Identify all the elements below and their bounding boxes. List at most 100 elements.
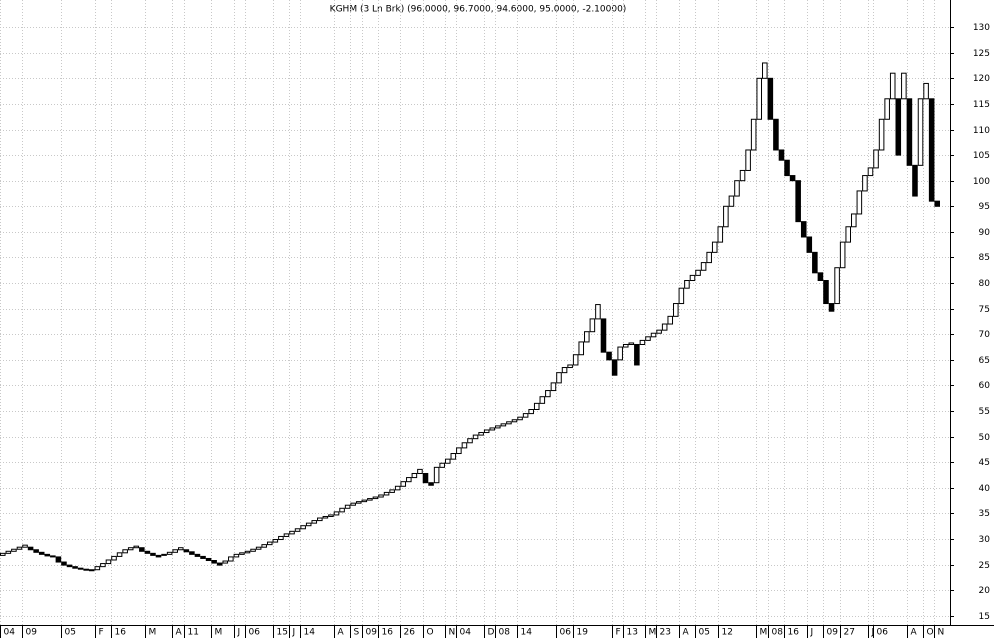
x-tick-label: 04 [460,628,472,638]
y-tick-label: 70 [979,330,991,340]
y-tick-label: 80 [979,279,991,289]
up-brick [367,498,373,501]
x-tick-label: 09 [366,628,378,638]
up-brick [255,546,262,550]
up-brick [406,477,412,483]
x-tick-label: 05 [699,628,710,638]
x-tick-label: N [449,628,456,638]
up-brick [667,315,674,325]
x-tick-label: M [649,628,657,638]
up-brick [739,169,746,182]
up-brick [111,555,117,561]
y-tick-label: 130 [973,23,990,33]
down-brick [155,554,162,558]
up-brick [272,539,279,543]
down-brick [216,562,223,566]
x-tick-label: O [927,628,934,638]
x-tick-label: 16 [382,628,394,638]
up-brick [22,544,28,548]
y-tick-label: 25 [979,561,990,571]
x-tick-label: F [99,628,104,638]
down-brick [33,549,39,553]
chart-title: KGHM (3 Ln Brk) (96.0000, 96.7000, 94.60… [330,5,627,15]
up-brick [522,413,529,418]
down-brick [183,549,190,553]
up-brick [528,409,534,415]
x-tick-label: J [237,628,241,638]
up-brick [628,342,635,345]
up-brick [244,550,251,554]
up-brick [361,499,368,503]
x-tick-label: 14 [304,628,316,638]
y-tick-label: 120 [973,74,990,84]
up-brick [344,504,351,509]
up-brick [550,382,557,392]
y-tick-label: 60 [979,381,991,391]
up-brick [495,425,501,429]
up-brick [355,501,362,504]
up-brick [639,339,646,345]
up-brick [16,546,23,550]
x-tick-label: M [215,628,223,638]
up-brick [161,553,167,556]
up-brick [689,274,696,282]
down-brick [205,557,212,562]
down-brick [800,221,807,238]
up-brick [483,429,490,434]
up-brick [233,553,240,558]
down-brick [806,236,813,253]
down-brick [144,550,151,554]
down-brick [211,560,217,564]
down-brick [823,280,829,305]
x-tick-label: A [683,628,690,638]
x-tick-label: 06 [560,628,572,638]
down-brick [200,555,206,559]
up-brick [589,318,596,333]
down-brick [139,547,145,552]
up-brick [261,544,267,548]
up-brick [873,149,879,169]
up-brick [250,548,256,552]
x-tick-label: 06 [249,628,261,638]
down-brick [812,251,818,274]
down-brick [773,118,779,151]
y-tick-label: 45 [979,458,990,468]
up-brick [5,550,12,554]
y-tick-label: 50 [979,433,991,443]
up-brick [723,205,729,228]
up-brick [706,251,712,264]
up-brick [133,545,140,549]
up-brick [700,262,707,271]
up-brick [311,520,318,524]
down-brick [61,561,67,566]
up-brick [383,491,390,496]
up-brick [339,507,345,513]
x-tick-label: F [616,628,621,638]
up-brick [539,396,546,404]
up-brick [283,533,290,537]
up-brick [305,522,312,527]
up-brick [489,427,496,431]
up-brick [350,502,356,506]
up-brick [684,280,690,289]
down-brick [55,556,62,563]
x-tick-label: J [292,628,296,638]
down-brick [817,272,824,282]
up-brick [533,402,540,410]
up-brick [228,556,234,562]
x-tick-label: 11 [188,628,199,638]
y-tick-label: 85 [979,253,990,263]
down-brick [150,552,156,556]
up-brick [617,346,623,361]
x-tick-label: D [488,628,495,638]
x-tick-label: 19 [577,628,589,638]
up-brick [289,530,295,535]
y-tick-label: 35 [979,509,990,519]
up-brick [878,118,885,151]
x-tick-label: 09 [26,628,38,638]
up-brick [0,552,6,556]
down-brick [38,551,45,555]
y-tick-label: 125 [973,49,990,59]
up-brick [116,552,123,557]
down-brick [828,303,835,312]
